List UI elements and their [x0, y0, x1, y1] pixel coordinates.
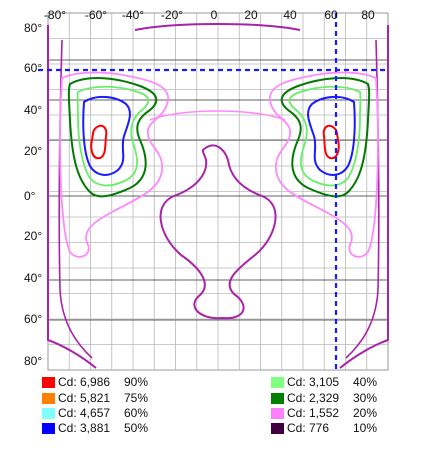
contour-30-right	[280, 77, 371, 198]
contour-40-left	[76, 85, 150, 187]
markers	[38, 13, 388, 370]
x-tick-label: -20°	[161, 8, 183, 22]
contour-10-top	[134, 23, 301, 31]
y-tick-labels: 80° 60° 40° 20° 0° 20° 40° 60° 80°	[24, 21, 42, 368]
x-tick-label: -80°	[44, 8, 66, 22]
contour-20-left	[59, 71, 169, 258]
y-tick-label: 40°	[24, 271, 42, 285]
y-tick-label: 60°	[24, 61, 42, 75]
x-tick-label: 60	[324, 8, 338, 22]
grid	[47, 12, 389, 371]
contour-30-left	[67, 77, 158, 198]
y-tick-label: 80°	[24, 21, 42, 35]
y-tick-label: 20°	[24, 229, 42, 243]
y-tick-label: 0°	[24, 189, 36, 203]
contour-40-right	[288, 85, 362, 187]
contour-50-right	[307, 96, 356, 176]
y-tick-label: 20°	[24, 144, 42, 158]
x-tick-label: 20	[244, 8, 258, 22]
contour-20-mid	[149, 110, 286, 121]
y-tick-label: 80°	[24, 354, 42, 368]
contours	[47, 23, 389, 369]
x-tick-label: -40°	[122, 8, 144, 22]
x-tick-label: 0	[211, 8, 218, 22]
x-tick-label: -60°	[85, 8, 107, 22]
y-tick-label: 60°	[24, 312, 42, 326]
contour-50-left	[82, 96, 131, 176]
contour-90-left	[90, 124, 108, 160]
x-tick-label: 40	[283, 8, 297, 22]
x-tick-label: 80	[361, 8, 375, 22]
y-tick-label: 40°	[24, 103, 42, 117]
contour-10-center	[159, 144, 277, 320]
contour-90-right	[322, 124, 340, 160]
x-tick-labels: -80° -60° -40° -20° 0 20 40 60 80	[44, 8, 375, 22]
contour-20-right	[269, 71, 379, 258]
contour-10-outer	[47, 25, 389, 369]
